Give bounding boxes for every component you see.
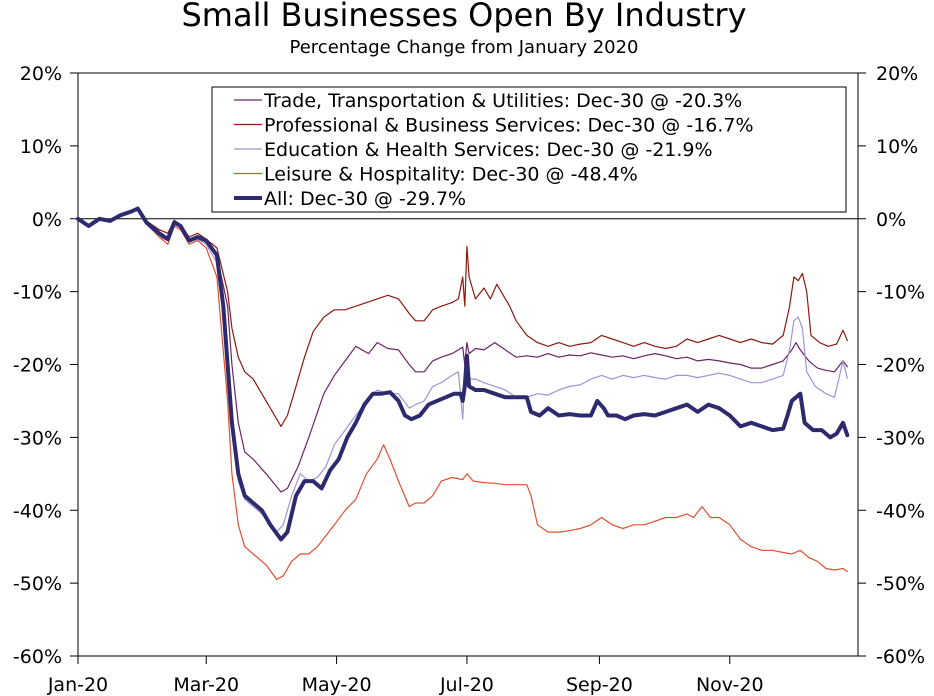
- y-tick-label-right: -50%: [876, 573, 925, 595]
- y-tick-label-left: -50%: [13, 573, 62, 595]
- y-tick-label-left: -30%: [13, 427, 62, 449]
- x-tick-label: Jan-20: [47, 674, 108, 696]
- y-tick-label-left: -40%: [13, 500, 62, 522]
- legend-box: [211, 86, 847, 213]
- x-tick-label: May-20: [302, 674, 372, 696]
- y-axis-right: 20% 10% 0% -10% -20% -30% -40% -50% -60%: [858, 63, 925, 668]
- y-tick-label-left: -10%: [13, 282, 62, 304]
- x-tick-label: Sep-20: [566, 674, 633, 696]
- x-axis: Jan-20 Mar-20 May-20 Jul-20 Sep-20 Nov-20: [47, 656, 764, 696]
- x-tick-label: Nov-20: [696, 674, 764, 696]
- series-line-3: [77, 209, 848, 581]
- series-line-0: [77, 207, 848, 493]
- y-tick-label-right: 20%: [876, 63, 918, 85]
- y-tick-label-right: 10%: [876, 136, 918, 158]
- legend-label-4: All: Dec-30 @ -29.7%: [264, 188, 466, 210]
- legend-label-2: Education & Health Services: Dec-30 @ -2…: [264, 139, 713, 161]
- y-axis-left: 20% 10% 0% -10% -20% -30% -40% -50% -60%: [13, 63, 78, 668]
- y-tick-label-right: -10%: [876, 282, 925, 304]
- series-line-2: [77, 209, 848, 533]
- y-tick-label-right: -40%: [876, 500, 925, 522]
- x-tick-label: Mar-20: [173, 674, 239, 696]
- legend-label-1: Professional & Business Services: Dec-30…: [264, 115, 754, 137]
- y-tick-label-left: -20%: [13, 355, 62, 377]
- legend-label-3: Leisure & Hospitality: Dec-30 @ -48.4%: [264, 164, 638, 186]
- x-tick-label: Jul-20: [439, 674, 494, 696]
- y-tick-label-right: -20%: [876, 355, 925, 377]
- legend-label-0: Trade, Transportation & Utilities: Dec-3…: [263, 90, 742, 112]
- series-layer: [76, 206, 850, 581]
- y-tick-label-left: 0%: [32, 209, 62, 231]
- y-tick-label-right: -30%: [876, 427, 925, 449]
- y-tick-label-left: 20%: [20, 63, 62, 85]
- series-line-1: [77, 207, 848, 427]
- chart-title: Small Businesses Open By Industry: [181, 0, 746, 34]
- y-tick-label-left: 10%: [20, 136, 62, 158]
- y-tick-label-right: 0%: [876, 209, 906, 231]
- chart-subtitle: Percentage Change from January 2020: [290, 37, 639, 58]
- legend: Trade, Transportation & Utilities: Dec-3…: [211, 86, 847, 213]
- y-tick-label-right: -60%: [876, 646, 925, 668]
- series-line-4: [76, 206, 850, 542]
- y-tick-label-left: -60%: [13, 646, 62, 668]
